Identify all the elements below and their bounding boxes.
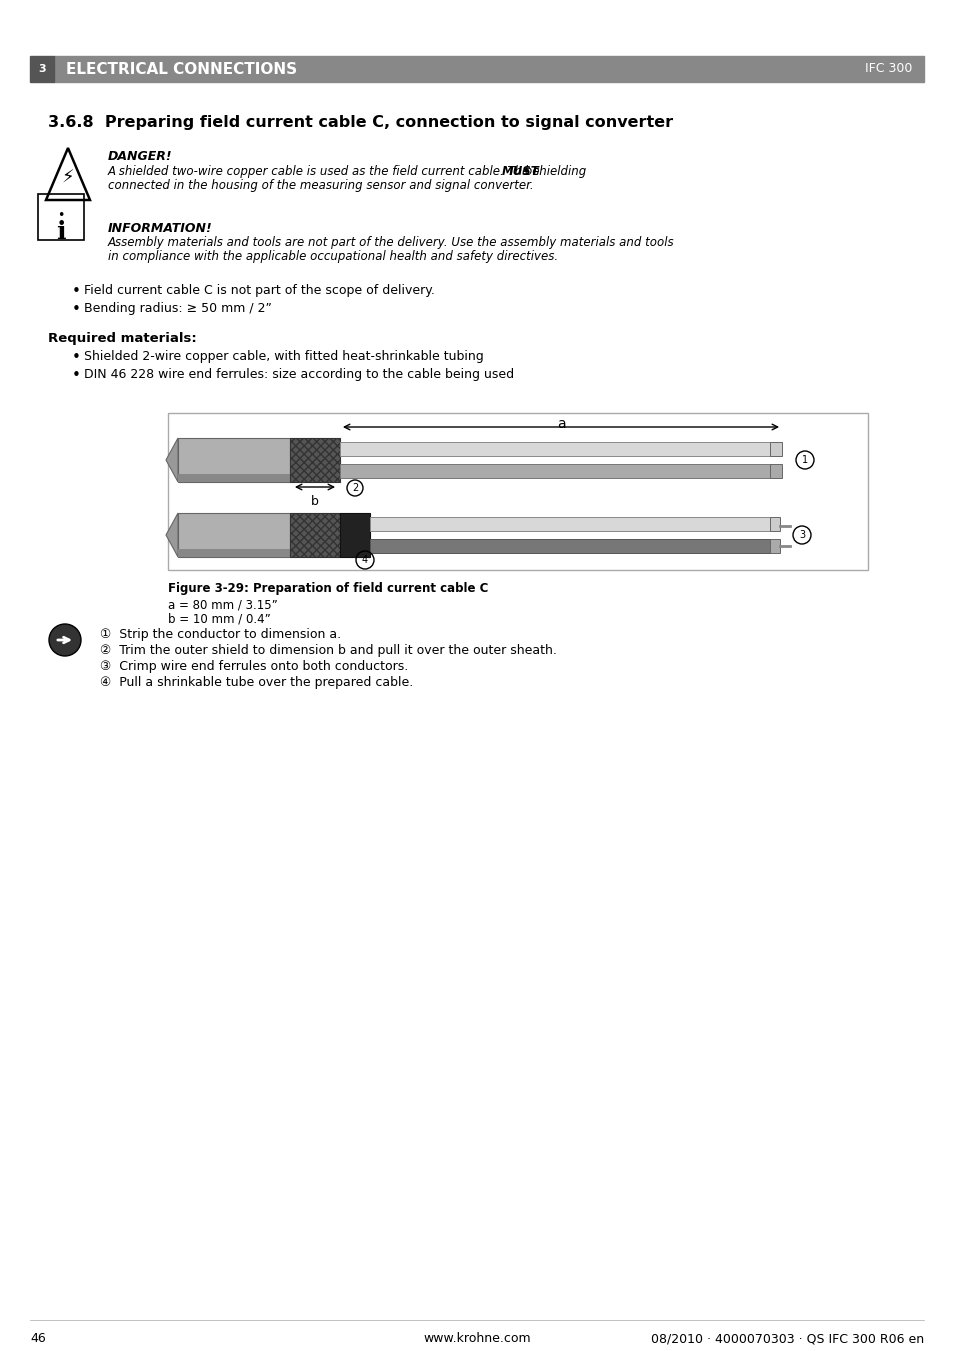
Bar [339,463,769,478]
Text: MUST: MUST [501,165,539,178]
Bar [30,55,54,82]
Text: •: • [57,208,65,222]
Text: DIN 46 228 wire end ferrules: size according to the cable being used: DIN 46 228 wire end ferrules: size accor… [84,367,514,381]
Text: a: a [557,417,565,431]
Bar [769,517,780,531]
Text: •: • [71,367,81,382]
Text: •: • [71,284,81,299]
Text: a = 80 mm / 3.15”: a = 80 mm / 3.15” [168,598,277,611]
Text: b: b [311,494,318,508]
Polygon shape [166,438,178,482]
Bar [769,442,781,457]
Text: IFC 300: IFC 300 [863,62,911,76]
Text: 3: 3 [798,530,804,540]
Bar [178,474,290,482]
Text: i: i [56,220,66,245]
Text: in compliance with the applicable occupational health and safety directives.: in compliance with the applicable occupa… [108,250,558,263]
Text: Bending radius: ≥ 50 mm / 2”: Bending radius: ≥ 50 mm / 2” [84,303,272,315]
Polygon shape [166,513,178,557]
Text: ②  Trim the outer shield to dimension b and pull it over the outer sheath.: ② Trim the outer shield to dimension b a… [100,644,557,657]
Text: www.krohne.com: www.krohne.com [423,1332,530,1346]
Text: Assembly materials and tools are not part of the delivery. Use the assembly mate: Assembly materials and tools are not par… [108,236,674,249]
Text: ④  Pull a shrinkable tube over the prepared cable.: ④ Pull a shrinkable tube over the prepar… [100,676,413,689]
Bar [178,438,290,482]
Bar [38,195,84,240]
Bar [339,513,370,557]
Bar [769,539,780,553]
Circle shape [49,624,81,657]
Text: INFORMATION!: INFORMATION! [108,222,213,235]
Text: ①  Strip the conductor to dimension a.: ① Strip the conductor to dimension a. [100,628,341,640]
Text: •: • [71,350,81,365]
Bar [370,539,769,553]
Text: 3.6.8  Preparing field current cable C, connection to signal converter: 3.6.8 Preparing field current cable C, c… [48,115,673,130]
Text: b = 10 mm / 0.4”: b = 10 mm / 0.4” [168,612,271,626]
Bar [54,55,923,82]
Text: Figure 3-29: Preparation of field current cable C: Figure 3-29: Preparation of field curren… [168,582,488,594]
Text: ⚡: ⚡ [62,169,74,186]
Text: A shielded two-wire copper cable is used as the field current cable. The shieldi: A shielded two-wire copper cable is used… [108,165,590,178]
Text: connected in the housing of the measuring sensor and signal converter.: connected in the housing of the measurin… [108,178,533,192]
Bar [290,513,339,557]
Text: 1: 1 [801,455,807,465]
Text: 4: 4 [361,555,368,565]
Text: 46: 46 [30,1332,46,1346]
Text: 2: 2 [352,484,357,493]
Bar [339,442,769,457]
Text: ③  Crimp wire end ferrules onto both conductors.: ③ Crimp wire end ferrules onto both cond… [100,661,408,673]
Text: •: • [71,303,81,317]
Bar [178,513,290,557]
Text: Field current cable C is not part of the scope of delivery.: Field current cable C is not part of the… [84,284,435,297]
Bar [370,517,769,531]
Text: 3: 3 [38,63,46,74]
Bar [769,463,781,478]
Bar [168,413,867,570]
Text: ELECTRICAL CONNECTIONS: ELECTRICAL CONNECTIONS [66,62,296,77]
Text: Required materials:: Required materials: [48,332,196,345]
Text: Shielded 2-wire copper cable, with fitted heat-shrinkable tubing: Shielded 2-wire copper cable, with fitte… [84,350,483,363]
Text: DANGER!: DANGER! [108,150,172,163]
Bar [178,549,290,557]
Bar [290,438,339,482]
Text: 08/2010 · 4000070303 · QS IFC 300 R06 en: 08/2010 · 4000070303 · QS IFC 300 R06 en [650,1332,923,1346]
Text: be: be [520,165,539,178]
